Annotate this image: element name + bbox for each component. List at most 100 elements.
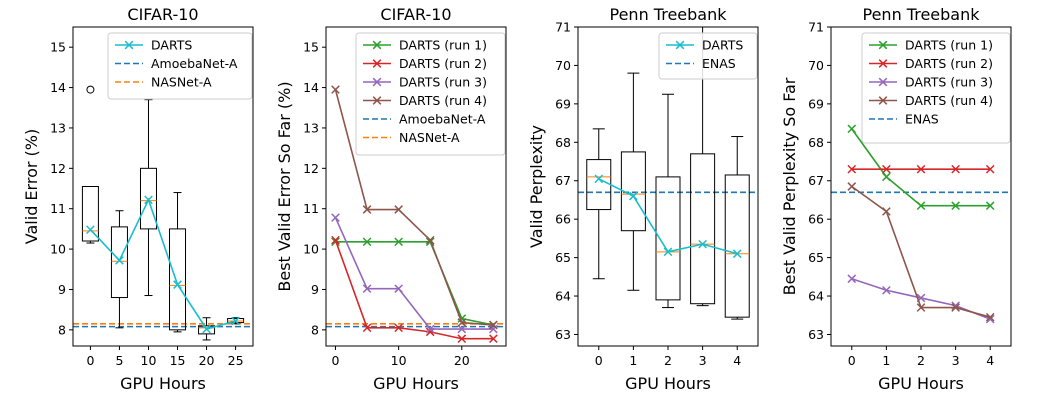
legend-label: NASNet-A	[151, 75, 212, 90]
chart-title: Penn Treebank	[863, 5, 981, 24]
series-darts-run-4-point	[847, 182, 857, 191]
legend-label: AmoebaNet-A	[399, 112, 486, 127]
x-tick-label: 0	[86, 353, 94, 368]
legend-entry-darts: DARTS	[115, 38, 192, 53]
y-tick-label: 9	[311, 282, 319, 297]
series-darts-run-4-point	[394, 205, 403, 214]
axes-frame	[325, 26, 507, 347]
legend-entry-darts-run-4: DARTS (run 4)	[869, 93, 993, 108]
series-darts-run-2-point	[985, 164, 995, 174]
box-body	[586, 159, 612, 211]
series-darts	[594, 174, 742, 259]
legend-entry-darts: DARTS	[666, 38, 743, 53]
y-axis-label: Best Valid Perplexity So Far	[780, 77, 799, 295]
series-darts-run-2	[331, 235, 498, 344]
y-tick-label: 9	[58, 282, 66, 297]
legend-swatch-marker	[372, 96, 382, 105]
series-darts-run-1	[847, 124, 995, 211]
legend-label: ENAS	[702, 56, 736, 71]
legend-entry-darts-run-1: DARTS (run 1)	[363, 38, 487, 53]
legend-label: DARTS	[151, 38, 192, 53]
series-darts-run-2	[847, 164, 995, 174]
series-darts-run-1	[331, 237, 498, 330]
box-4	[724, 136, 750, 320]
y-tick-label: 11	[50, 201, 66, 216]
y-tick-label: 65	[808, 250, 824, 265]
series-darts-point	[698, 239, 707, 249]
series-darts-run-2-point	[847, 164, 857, 174]
x-tick-label: 15	[170, 353, 186, 368]
series-darts-run-2-point	[331, 235, 340, 245]
box-15	[169, 192, 187, 333]
legend-entry-darts-run-1: DARTS (run 1)	[869, 38, 993, 53]
series-darts-run-4-point	[457, 318, 467, 327]
panel-4: 63 64 65 66 67 68 69 70 71 0 1 2 3 4 Penn Treebank GPU …	[780, 5, 1012, 393]
box-body	[81, 186, 99, 242]
y-tick-label: 70	[555, 58, 571, 73]
y-tick-label: 67	[555, 173, 571, 188]
x-axis-label: GPU Hours	[373, 374, 459, 393]
series-darts-line	[598, 178, 738, 255]
legend: DARTS (run 1) DARTS (run 2) DARTS (run 3) D…	[861, 32, 1011, 144]
series-darts-run-1-line	[335, 241, 494, 326]
series-darts-run-4-line	[334, 89, 494, 326]
legend-entry-nasnet-a: NASNet-A	[363, 130, 460, 145]
legend-label: DARTS (run 4)	[399, 93, 487, 108]
series-darts-run-3-point	[362, 284, 372, 293]
y-tick-label: 64	[808, 289, 824, 304]
series-darts-run-3-point	[882, 285, 891, 295]
series-darts-point	[173, 280, 182, 289]
y-axis-label: Best Valid Error So Far (%)	[275, 81, 294, 291]
series-darts-point	[144, 195, 153, 205]
chart-title: CIFAR-10	[127, 5, 198, 24]
series-darts-run-4-point	[882, 207, 891, 216]
series-darts-point	[115, 256, 124, 265]
series-darts-line	[89, 197, 236, 330]
series-darts-run-3	[331, 213, 498, 334]
series-darts-run-4-point	[985, 312, 995, 322]
x-tick-label: 2	[664, 353, 672, 368]
x-axis-label: GPU Hours	[625, 374, 711, 393]
legend-entry-darts-run-2: DARTS (run 2)	[363, 56, 487, 71]
x-tick-label: 0	[595, 353, 603, 368]
x-tick-label: 1	[882, 353, 890, 368]
series-darts-run-2-point	[951, 164, 960, 174]
x-tick-label: 10	[141, 353, 157, 368]
y-tick-label: 68	[808, 135, 824, 150]
y-tick-label: 8	[311, 322, 319, 337]
series-darts-point	[629, 191, 638, 201]
legend-frame	[355, 32, 506, 156]
legend-label: DARTS (run 3)	[399, 75, 487, 90]
series-darts-point	[663, 247, 673, 257]
series-darts-run-1-point	[985, 201, 995, 211]
y-tick-label: 14	[50, 80, 66, 95]
series-darts-point	[594, 174, 604, 184]
y-tick-label: 65	[555, 250, 571, 265]
plot-area	[831, 124, 1011, 324]
y-tick-label: 71	[808, 20, 824, 35]
series-darts-run-4-point	[951, 303, 960, 312]
x-tick-label: 0	[848, 353, 856, 368]
series-darts-point	[202, 324, 211, 334]
x-tick-label: 0	[331, 353, 339, 368]
series-darts-point	[732, 249, 742, 259]
series-darts-run-1-point	[951, 201, 960, 211]
y-tick-label: 71	[555, 20, 571, 35]
series-darts-run-4-point	[916, 303, 926, 312]
legend-label: DARTS (run 4)	[905, 93, 993, 108]
legend: DARTS (run 1) DARTS (run 2) DARTS (run 3) D…	[355, 32, 506, 156]
series-darts-run-4	[847, 182, 995, 322]
series-darts-run-3-point	[331, 213, 340, 222]
box-1	[620, 72, 646, 291]
legend: DARTS AmoebaNet-A NASNet-A	[107, 32, 253, 100]
y-tick-label: 10	[303, 242, 319, 257]
x-tick-label: 3	[699, 353, 707, 368]
y-tick-label: 14	[303, 80, 319, 95]
chart-title: CIFAR-10	[380, 5, 451, 24]
series-darts-point	[231, 316, 240, 326]
series-darts-run-1-point	[916, 201, 926, 211]
box-flier	[86, 85, 95, 94]
legend-entry-amoebanet-a: AmoebaNet-A	[115, 56, 238, 71]
box-body	[110, 226, 128, 299]
